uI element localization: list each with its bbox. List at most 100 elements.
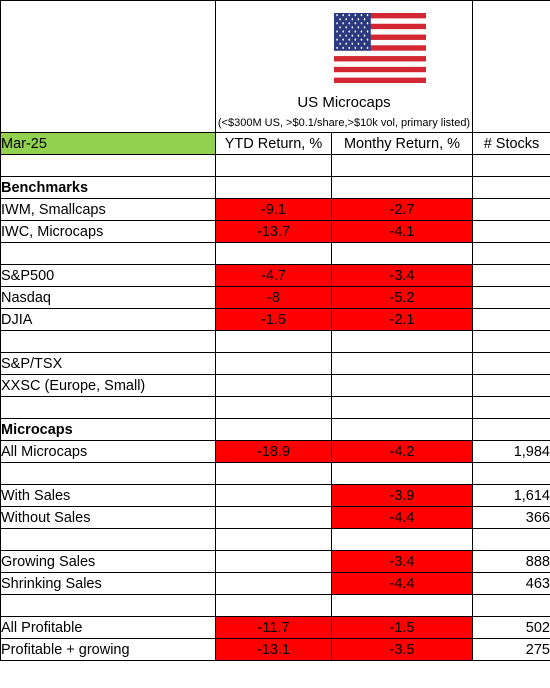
- ytd-return-cell[interactable]: [215, 594, 332, 617]
- row-label-cell[interactable]: All Microcaps: [0, 440, 216, 463]
- ytd-return-cell[interactable]: [215, 154, 332, 177]
- monthly-return-cell[interactable]: [331, 528, 473, 551]
- ytd-return-cell[interactable]: [215, 374, 332, 397]
- stock-count-cell[interactable]: [472, 220, 550, 243]
- monthly-return-cell[interactable]: [331, 330, 473, 353]
- monthly-return-cell[interactable]: [331, 374, 473, 397]
- stock-count-cell[interactable]: [472, 154, 550, 177]
- row-label-cell[interactable]: Microcaps: [0, 418, 216, 441]
- ytd-return-cell[interactable]: [215, 330, 332, 353]
- ytd-return-cell[interactable]: -1.5: [215, 308, 332, 331]
- row-label-cell[interactable]: With Sales: [0, 484, 216, 507]
- stock-count-cell[interactable]: 888: [472, 550, 550, 573]
- stock-count-cell[interactable]: [472, 176, 550, 199]
- monthly-return-cell[interactable]: -2.1: [331, 308, 473, 331]
- ytd-return-cell[interactable]: [215, 396, 332, 419]
- stock-count-cell[interactable]: 366: [472, 506, 550, 529]
- table-row: XXSC (Europe, Small): [0, 374, 550, 397]
- stock-count-cell[interactable]: 502: [472, 616, 550, 639]
- ytd-return-cell[interactable]: [215, 352, 332, 375]
- stock-count-cell[interactable]: [472, 242, 550, 265]
- ytd-return-cell[interactable]: [215, 506, 332, 529]
- monthly-return-cell[interactable]: -4.2: [331, 440, 473, 463]
- row-label-cell[interactable]: S&P500: [0, 264, 216, 287]
- ytd-column-header[interactable]: YTD Return, %: [215, 132, 332, 155]
- monthly-return-cell[interactable]: -3.4: [331, 264, 473, 287]
- row-label-cell[interactable]: Profitable + growing: [0, 638, 216, 661]
- table-row: Growing Sales -3.4 888: [0, 550, 550, 573]
- ytd-return-cell[interactable]: [215, 550, 332, 573]
- monthly-return-cell[interactable]: -5.2: [331, 286, 473, 309]
- stock-count-cell[interactable]: [472, 418, 550, 441]
- monthly-return-cell[interactable]: -4.1: [331, 220, 473, 243]
- row-label-cell[interactable]: Benchmarks: [0, 176, 216, 199]
- row-label-cell[interactable]: Without Sales: [0, 506, 216, 529]
- row-label-cell[interactable]: [0, 242, 216, 265]
- stocks-column-header[interactable]: # Stocks: [472, 132, 550, 155]
- monthly-return-cell[interactable]: [331, 176, 473, 199]
- monthly-return-cell[interactable]: [331, 396, 473, 419]
- stock-count-cell[interactable]: [472, 308, 550, 331]
- row-label-cell[interactable]: IWC, Microcaps: [0, 220, 216, 243]
- monthly-column-header[interactable]: Monthy Return, %: [331, 132, 473, 155]
- row-label-cell[interactable]: [0, 462, 216, 485]
- stock-count-cell[interactable]: 275: [472, 638, 550, 661]
- row-label-cell[interactable]: All Profitable: [0, 616, 216, 639]
- row-label-cell[interactable]: S&P/TSX: [0, 352, 216, 375]
- row-label-cell[interactable]: [0, 396, 216, 419]
- stock-count-cell[interactable]: [472, 352, 550, 375]
- stock-count-cell[interactable]: [472, 396, 550, 419]
- ytd-return-cell[interactable]: [215, 484, 332, 507]
- ytd-return-cell[interactable]: [215, 572, 332, 595]
- ytd-return-cell[interactable]: -4.7: [215, 264, 332, 287]
- row-label-cell[interactable]: Shrinking Sales: [0, 572, 216, 595]
- monthly-return-cell[interactable]: -2.7: [331, 198, 473, 221]
- stock-count-cell[interactable]: 1,614: [472, 484, 550, 507]
- row-label-cell[interactable]: XXSC (Europe, Small): [0, 374, 216, 397]
- stock-count-cell[interactable]: [472, 528, 550, 551]
- monthly-return-cell[interactable]: [331, 242, 473, 265]
- header-title-cell: US Microcaps (<$300M US, >$0.1/share,>$1…: [215, 0, 473, 133]
- ytd-return-cell[interactable]: [215, 528, 332, 551]
- stock-count-cell[interactable]: [472, 374, 550, 397]
- row-label-cell[interactable]: [0, 330, 216, 353]
- ytd-return-cell[interactable]: [215, 176, 332, 199]
- monthly-return-cell[interactable]: [331, 462, 473, 485]
- row-label-cell[interactable]: DJIA: [0, 308, 216, 331]
- row-label-cell[interactable]: [0, 154, 216, 177]
- stock-count-cell[interactable]: 463: [472, 572, 550, 595]
- monthly-return-cell[interactable]: -4.4: [331, 506, 473, 529]
- ytd-return-cell[interactable]: -18.9: [215, 440, 332, 463]
- ytd-return-cell[interactable]: [215, 418, 332, 441]
- monthly-return-cell[interactable]: -1.5: [331, 616, 473, 639]
- ytd-return-cell[interactable]: -9.1: [215, 198, 332, 221]
- monthly-return-cell[interactable]: -4.4: [331, 572, 473, 595]
- ytd-return-cell[interactable]: -13.7: [215, 220, 332, 243]
- stock-count-cell[interactable]: 1,984: [472, 440, 550, 463]
- period-label[interactable]: Mar-25: [0, 132, 216, 155]
- row-label-cell[interactable]: IWM, Smallcaps: [0, 198, 216, 221]
- stock-count-cell[interactable]: [472, 594, 550, 617]
- monthly-return-cell[interactable]: [331, 594, 473, 617]
- ytd-return-cell[interactable]: -11.7: [215, 616, 332, 639]
- row-label-cell[interactable]: Growing Sales: [0, 550, 216, 573]
- monthly-return-cell[interactable]: [331, 418, 473, 441]
- row-label-cell[interactable]: Nasdaq: [0, 286, 216, 309]
- ytd-return-cell[interactable]: -8: [215, 286, 332, 309]
- monthly-return-cell[interactable]: -3.5: [331, 638, 473, 661]
- ytd-return-cell[interactable]: [215, 242, 332, 265]
- stock-count-cell[interactable]: [472, 198, 550, 221]
- stock-count-cell[interactable]: [472, 330, 550, 353]
- stock-count-cell[interactable]: [472, 462, 550, 485]
- monthly-return-cell[interactable]: -3.9: [331, 484, 473, 507]
- table-row: S&P/TSX: [0, 352, 550, 375]
- stock-count-cell[interactable]: [472, 264, 550, 287]
- row-label-cell[interactable]: [0, 594, 216, 617]
- monthly-return-cell[interactable]: [331, 352, 473, 375]
- ytd-return-cell[interactable]: -13.1: [215, 638, 332, 661]
- monthly-return-cell[interactable]: -3.4: [331, 550, 473, 573]
- ytd-return-cell[interactable]: [215, 462, 332, 485]
- stock-count-cell[interactable]: [472, 286, 550, 309]
- row-label-cell[interactable]: [0, 528, 216, 551]
- monthly-return-cell[interactable]: [331, 154, 473, 177]
